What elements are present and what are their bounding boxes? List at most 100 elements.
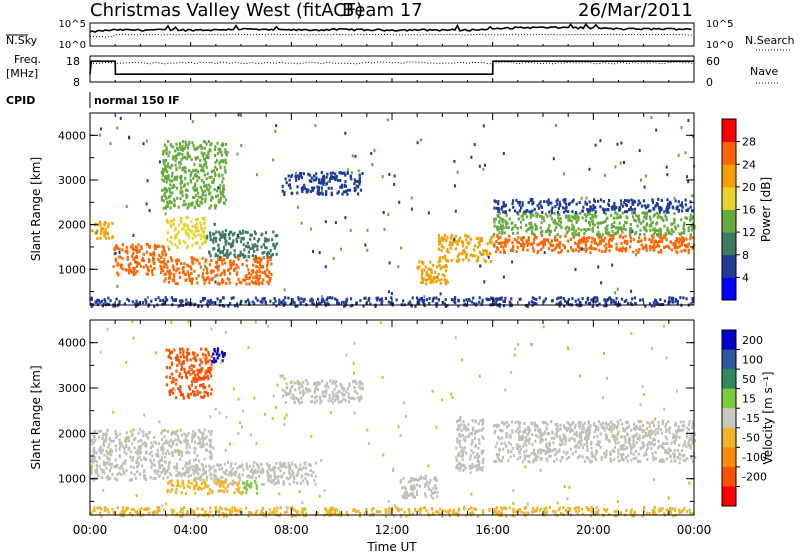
velocity-cell — [598, 440, 601, 444]
power-cell — [170, 163, 173, 167]
velocity-cell — [652, 443, 655, 447]
power-cell — [670, 296, 673, 300]
velocity-cell — [106, 428, 109, 432]
velocity-cell — [209, 473, 212, 477]
velocity-cell — [157, 460, 160, 464]
power-cell — [161, 173, 164, 177]
power-cell — [574, 248, 578, 252]
velocity-cell — [355, 381, 358, 385]
power-speckle — [334, 221, 337, 225]
power-cell — [472, 302, 476, 306]
power-cell — [182, 203, 185, 207]
velocity-cell — [461, 454, 464, 458]
power-cell — [560, 302, 563, 306]
power-cell — [562, 210, 566, 214]
power-cell — [557, 222, 560, 226]
power-speckle — [684, 151, 687, 155]
velocity-cell — [631, 446, 634, 449]
power-cell — [325, 192, 328, 196]
power-cell — [531, 296, 534, 300]
velocity-cell — [652, 458, 655, 462]
power-cell — [637, 203, 640, 207]
power-cell — [327, 302, 330, 306]
power-cell — [175, 260, 178, 264]
power-cell — [181, 194, 184, 198]
power-cell — [427, 267, 430, 271]
power-speckle — [555, 123, 557, 127]
power-cell — [257, 277, 261, 281]
velocity-cell — [582, 426, 585, 430]
power-cell — [574, 229, 577, 233]
power-speckle — [351, 154, 354, 158]
velocity-cell — [131, 458, 135, 462]
velocity-cell — [584, 437, 587, 440]
velocity-cell — [522, 430, 525, 434]
power-cell — [556, 233, 559, 237]
power-cell — [269, 276, 272, 280]
velocity-cell — [213, 480, 216, 484]
velocity-cell — [97, 473, 100, 477]
power-cell — [430, 268, 433, 272]
power-cell — [161, 170, 164, 174]
power-cell — [190, 302, 193, 306]
power-cell — [185, 272, 188, 276]
power-speckle — [611, 263, 614, 267]
power-cell — [248, 277, 251, 281]
power-cell — [558, 304, 561, 308]
velocity-cell — [533, 448, 536, 452]
power-cell — [300, 171, 303, 175]
power-cell — [152, 259, 155, 263]
power-cell — [610, 205, 613, 209]
power-cell — [621, 230, 624, 234]
power-cell — [242, 243, 245, 247]
power-cell — [219, 199, 222, 203]
power-cell — [180, 158, 183, 162]
velocity-cell — [455, 466, 458, 469]
power-cell — [511, 199, 515, 203]
power-cell — [205, 177, 208, 181]
velocity-cell — [461, 452, 464, 456]
velocity-cell — [664, 442, 667, 446]
velocity-cell — [642, 442, 645, 445]
velocity-cell — [301, 385, 304, 389]
power-cell — [685, 237, 688, 241]
velocity-cell — [577, 421, 580, 425]
power-cell — [600, 235, 603, 239]
power-cell — [649, 228, 652, 232]
velocity-cell — [687, 439, 690, 443]
velocity-cell — [197, 468, 200, 472]
power-cell — [524, 212, 527, 216]
power-speckle — [640, 178, 642, 182]
power-cell — [99, 220, 102, 224]
power-cell — [250, 233, 253, 237]
power-cell — [518, 203, 521, 207]
power-cell — [149, 264, 152, 268]
velocity-cell — [203, 480, 207, 484]
velocity-cell — [201, 472, 204, 476]
velocity-cell — [179, 457, 182, 461]
power-cell — [204, 239, 208, 243]
power-cell — [339, 185, 342, 189]
power-cell — [586, 208, 589, 211]
velocity-cell — [544, 437, 547, 441]
velocity-cell — [199, 487, 202, 491]
power-cell — [677, 224, 680, 228]
power-cell — [569, 246, 573, 249]
velocity-cell — [100, 476, 103, 480]
power-cell — [651, 200, 655, 204]
power-cell — [256, 275, 259, 279]
power-cell — [154, 298, 157, 301]
power-cell — [192, 186, 195, 190]
velocity-cell — [461, 458, 464, 462]
velocity-cell — [189, 465, 192, 469]
power-cell — [598, 242, 601, 246]
power-cell — [593, 241, 596, 245]
power-cell — [203, 226, 207, 230]
power-cell — [638, 220, 641, 224]
velocity-cell — [125, 439, 128, 443]
velocity-cell — [188, 481, 191, 484]
power-speckle — [410, 196, 413, 200]
power-cell — [345, 297, 348, 301]
power-cell — [219, 299, 222, 303]
velocity-cell — [477, 446, 480, 450]
